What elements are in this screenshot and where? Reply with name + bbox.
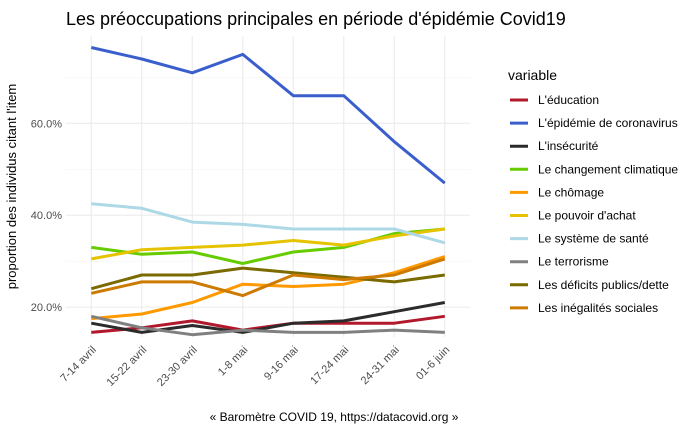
legend-label: Le changement climatique	[538, 162, 678, 176]
x-tick-label: 9-16 mai	[262, 344, 301, 383]
y-axis: 20.0% 40.0% 60.0%	[31, 118, 62, 314]
legend-label: Le système de santé	[538, 232, 649, 246]
x-tick-label: 23-30 avril	[155, 344, 200, 389]
legend-label: Le chômage	[538, 185, 604, 199]
legend-label: Les déficits publics/dette	[538, 278, 669, 292]
x-tick-label: 24-31 mai	[359, 344, 402, 387]
series-line-7	[91, 202, 446, 245]
legend-label: Les inégalités sociales	[538, 301, 658, 315]
series-line-6	[91, 227, 446, 261]
x-tick-label: 1-8 mai	[216, 344, 250, 378]
legend-label: Le pouvoir d'achat	[538, 209, 636, 223]
legend-title: variable	[508, 67, 557, 83]
y-tick-label: 60.0%	[31, 118, 62, 130]
legend: L'éducation L'épidémie de coronavirus L'in…	[510, 93, 678, 315]
y-axis-label: proportion des individus citant l'item	[4, 84, 19, 290]
chart-title: Les préoccupations principales en périod…	[66, 9, 566, 29]
series-line-5	[91, 255, 446, 321]
y-tick-label: 40.0%	[31, 210, 62, 222]
x-tick-label: 01-6 juin	[414, 344, 452, 382]
series-line-2	[90, 46, 446, 185]
series-line-3	[91, 301, 446, 334]
x-tick-label: 17-24 mai	[308, 344, 351, 387]
series-line-10	[90, 257, 446, 298]
x-tick-label: 7-14 avril	[58, 344, 98, 384]
legend-label: L'éducation	[538, 93, 599, 107]
legend-label: L'insécurité	[538, 139, 599, 153]
legend-label: L'épidémie de coronavirus	[538, 116, 678, 130]
series-line-8	[90, 314, 445, 337]
series-lines	[90, 46, 446, 337]
series-line-9	[90, 266, 446, 291]
chart-caption: « Baromètre COVID 19, https://datacovid.…	[210, 410, 459, 424]
y-tick-label: 20.0%	[31, 302, 62, 314]
x-axis: 7-14 avril 15-22 avril 23-30 avril 1-8 mai 9…	[58, 344, 452, 389]
x-tick-label: 15-22 avril	[105, 344, 150, 389]
series-line-4	[91, 227, 445, 265]
legend-label: Le terrorisme	[538, 255, 609, 269]
grid	[66, 36, 470, 337]
